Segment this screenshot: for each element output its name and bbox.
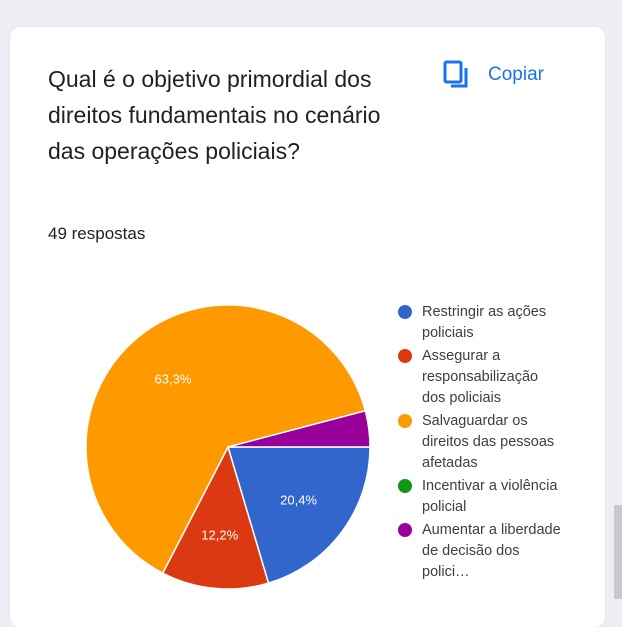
- pie-slice: [226, 446, 371, 585]
- legend-label: Salvaguardar os direitos das pessoas afe…: [422, 413, 555, 471]
- copy-button[interactable]: Copiar: [442, 60, 544, 90]
- response-count: 49 respostas: [48, 224, 146, 243]
- legend-swatch: [398, 414, 412, 428]
- question-title: Qual é o objetivo primordial dos direito…: [48, 66, 381, 164]
- scrollbar[interactable]: [614, 505, 622, 599]
- pie-chart: 20,4% 12,2% 63,3%: [85, 304, 371, 590]
- legend-item: Aumentar a liberdade de decisão dos poli…: [398, 520, 568, 583]
- chart-legend: Restringir as ações policiais Assegurar a…: [398, 302, 568, 585]
- copy-icon: [443, 60, 468, 88]
- legend-item: Salvaguardar os direitos das pessoas afe…: [398, 411, 568, 474]
- pie-slice: [161, 445, 270, 590]
- slice-label: 20,4%: [280, 493, 317, 508]
- legend-item: Incentivar a violência policial: [398, 476, 568, 518]
- legend-item: Restringir as ações policiais: [398, 302, 568, 344]
- legend-swatch: [398, 523, 412, 537]
- legend-swatch: [398, 305, 412, 319]
- legend-item: Assegurar a responsabilização dos polici…: [398, 346, 568, 409]
- legend-swatch: [398, 479, 412, 493]
- legend-label: Incentivar a violência policial: [422, 478, 558, 515]
- response-card: Qual é o objetivo primordial dos direito…: [10, 27, 605, 627]
- pie-slice: [85, 304, 367, 575]
- slice-label: 63,3%: [155, 371, 192, 386]
- pie-slice: [227, 409, 371, 448]
- legend-label: Aumentar a liberdade de decisão dos poli…: [422, 522, 561, 580]
- legend-label: Restringir as ações policiais: [422, 304, 547, 341]
- legend-label: Assegurar a responsabilização dos polici…: [422, 348, 539, 406]
- legend-swatch: [398, 349, 412, 363]
- copy-label: Copiar: [488, 64, 544, 85]
- slice-label: 12,2%: [201, 528, 238, 543]
